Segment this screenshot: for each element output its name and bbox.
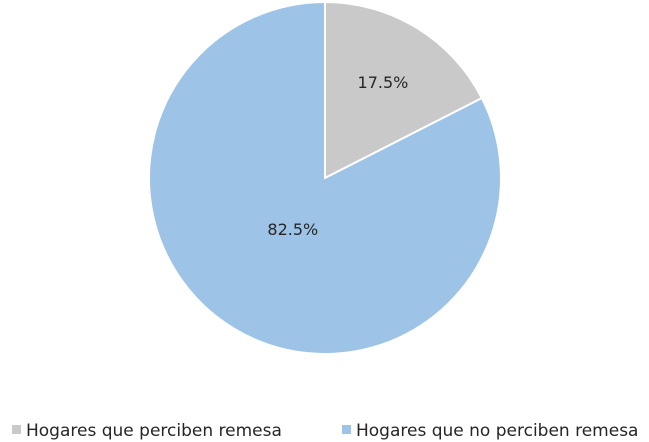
legend-label: Hogares que perciben remesa bbox=[26, 421, 282, 441]
data-label: 82.5% bbox=[267, 220, 318, 239]
legend-label: Hogares que no perciben remesa bbox=[356, 421, 638, 441]
pie-slice bbox=[148, 0, 502, 355]
data-label: 17.5% bbox=[358, 73, 409, 92]
pie-slice bbox=[324, 0, 484, 180]
legend-swatch bbox=[12, 425, 21, 434]
legend-swatch bbox=[342, 425, 351, 434]
